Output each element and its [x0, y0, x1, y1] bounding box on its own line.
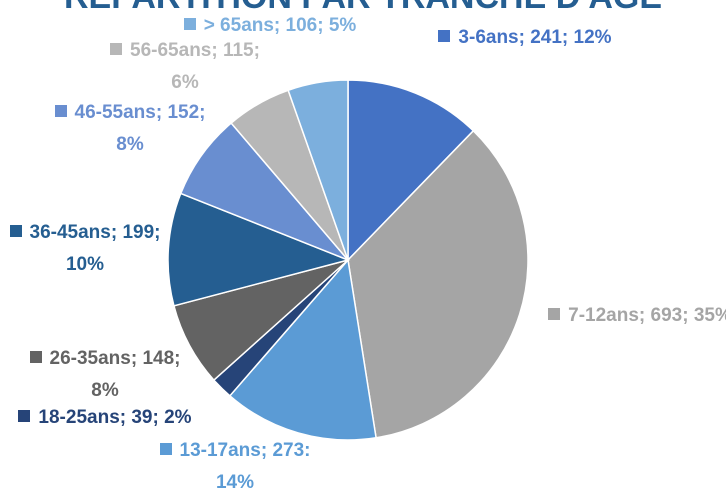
label-text: 18-25ans; 39; 2% [38, 407, 192, 428]
data-label: 18-25ans; 39; 2% [15, 402, 195, 434]
label-swatch [438, 30, 451, 42]
label-text: 13-17ans; 273: 14% [179, 440, 311, 490]
label-text: 26-35ans; 148; 8% [49, 348, 181, 401]
chart-title: RÉPARTITION PAR TRANCHE D'ÂGE [0, 0, 726, 17]
label-text: 3-6ans; 241; 12% [458, 27, 612, 48]
pie-slice [287, 79, 349, 261]
data-label: 13-17ans; 273: 14% [155, 435, 315, 490]
label-text: 56-65ans; 115; 6% [130, 40, 260, 93]
label-swatch [110, 43, 123, 55]
data-label: 7-12ans; 693; 35% [545, 300, 726, 332]
pie-slice [347, 79, 475, 262]
data-label: 26-35ans; 148; 8% [25, 343, 185, 407]
label-text: 36-45ans; 199; 10% [29, 222, 161, 275]
label-text: 7-12ans; 693; 35% [568, 305, 726, 326]
data-label: 46-55ans; 152; 8% [50, 97, 210, 161]
label-swatch [18, 410, 31, 422]
label-swatch [183, 18, 196, 30]
pie-slice [167, 192, 351, 307]
label-swatch [54, 105, 67, 117]
label-text: 46-55ans; 152; 8% [74, 102, 206, 155]
label-swatch [9, 225, 22, 237]
data-label: 56-65ans; 115; 6% [105, 35, 265, 99]
data-label: 3-6ans; 241; 12% [435, 22, 615, 54]
pie-slice [347, 129, 529, 439]
pie-slice [228, 258, 377, 441]
data-label: 36-45ans; 199; 10% [5, 217, 165, 281]
label-swatch [548, 308, 561, 320]
label-swatch [29, 351, 42, 363]
label-swatch [159, 443, 172, 455]
data-label: > 65ans; 106; 5% [170, 10, 370, 42]
label-text: > 65ans; 106; 5% [203, 15, 357, 36]
